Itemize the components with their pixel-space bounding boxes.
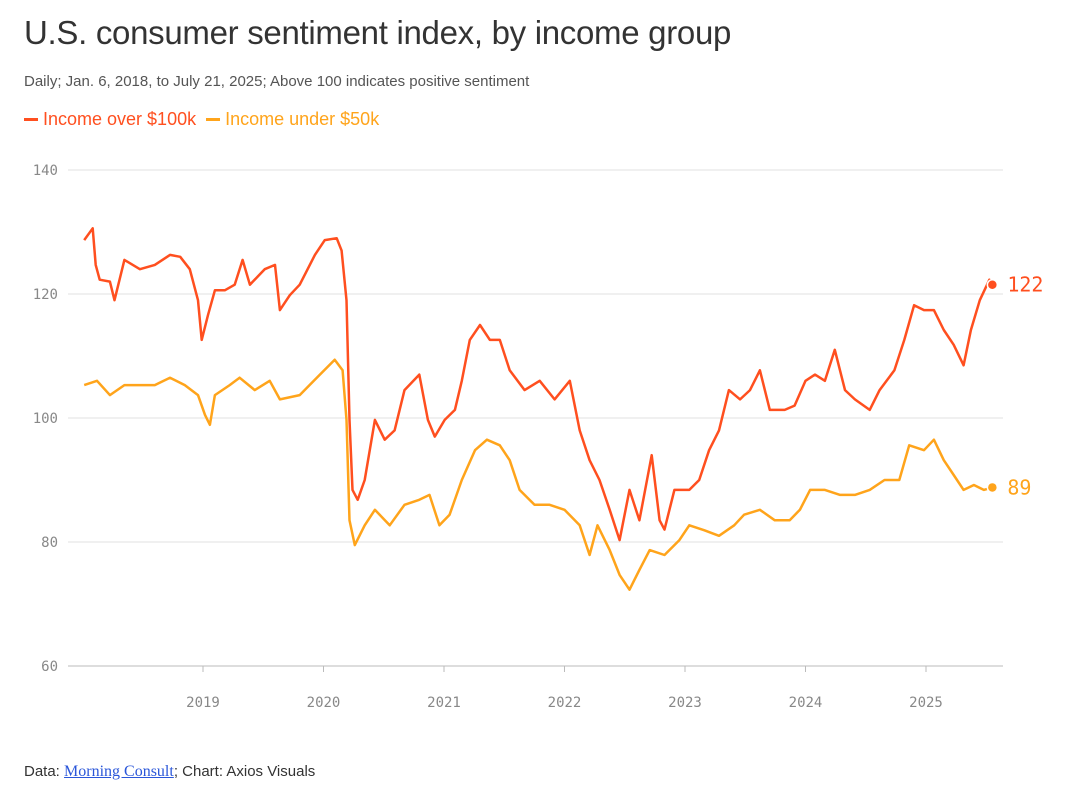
y-tick-label: 100 bbox=[33, 411, 58, 427]
legend-swatch bbox=[24, 118, 38, 121]
footer-credit: ; Chart: Axios Visuals bbox=[173, 763, 316, 780]
x-tick-label: 2025 bbox=[909, 695, 943, 711]
x-tick-label: 2022 bbox=[548, 695, 582, 711]
footer: Data: Morning Consult; Chart: Axios Visu… bbox=[24, 763, 315, 781]
legend-swatch bbox=[206, 118, 221, 121]
chart-title: U.S. consumer sentiment index, by income… bbox=[24, 14, 732, 51]
end-point-marker bbox=[986, 481, 999, 494]
footer-data-prefix: Data: bbox=[24, 763, 65, 780]
legend: Income over $100k Income under $50k bbox=[24, 109, 379, 130]
x-tick-label: 2021 bbox=[427, 695, 461, 711]
end-value-label: 122 bbox=[1007, 273, 1043, 297]
y-tick-label: 80 bbox=[41, 535, 58, 551]
legend-label: Income under $50k bbox=[225, 109, 380, 129]
legend-label: Income over $100k bbox=[43, 109, 197, 129]
series-line-income-over-100k bbox=[83, 227, 994, 542]
x-tick-label: 2020 bbox=[307, 695, 341, 711]
y-tick-label: 60 bbox=[41, 659, 58, 675]
y-tick-label: 140 bbox=[33, 163, 58, 179]
series-line-income-under-50k bbox=[83, 358, 993, 591]
source-link[interactable]: Morning Consult bbox=[64, 763, 174, 780]
x-tick-label: 2024 bbox=[789, 695, 823, 711]
line-chart: 140 120 100 80 60 2019 2020 2021 2022 2023 2024 202… bbox=[33, 163, 1044, 711]
chart-subtitle: Daily; Jan. 6, 2018, to July 21, 2025; A… bbox=[24, 73, 530, 90]
legend-item-low-income: Income under $50k bbox=[206, 109, 379, 130]
y-tick-label: 120 bbox=[33, 287, 58, 303]
end-point-marker bbox=[986, 278, 999, 291]
x-tick-label: 2023 bbox=[668, 695, 702, 711]
x-tick-label: 2019 bbox=[186, 695, 220, 711]
legend-item-high-income: Income over $100k bbox=[24, 109, 196, 130]
end-value-label: 89 bbox=[1007, 475, 1031, 499]
